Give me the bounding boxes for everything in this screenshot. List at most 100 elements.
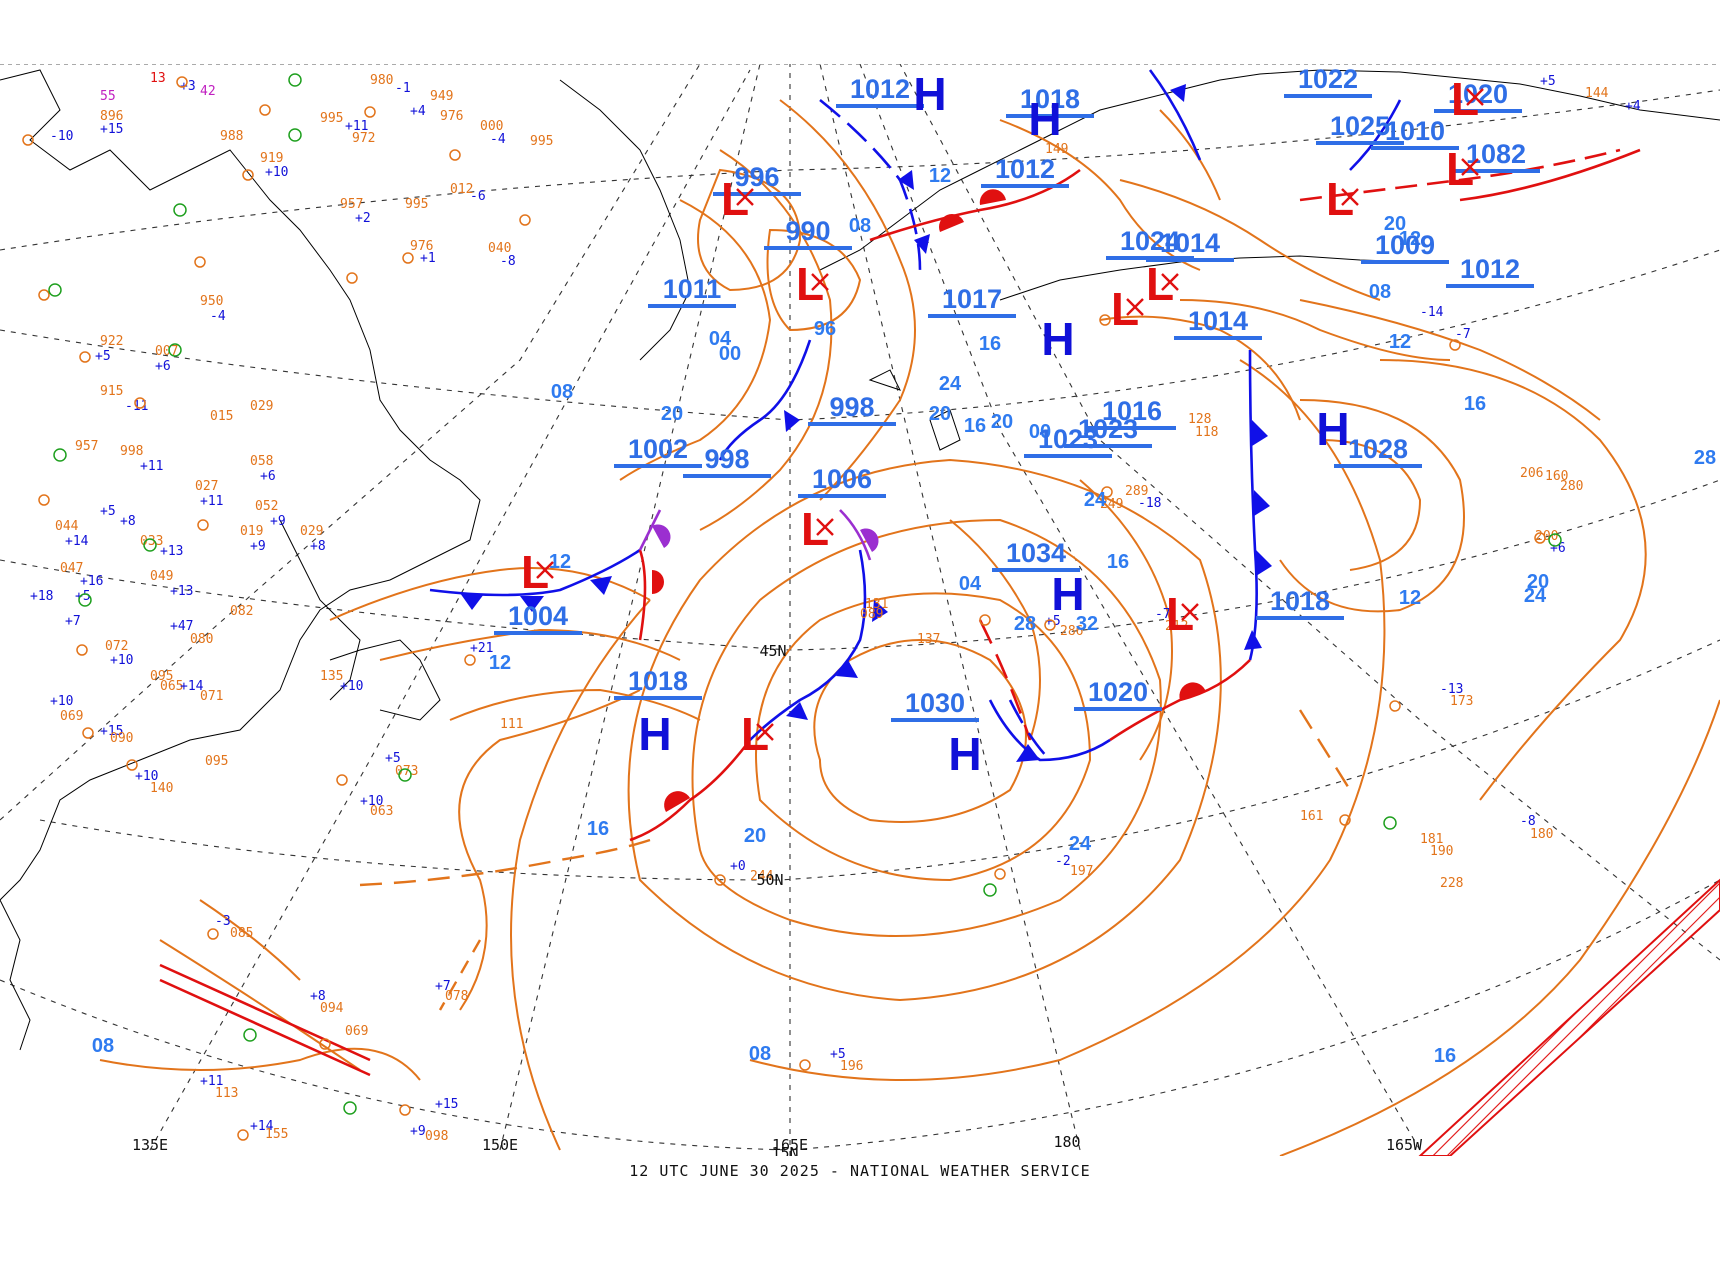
station-plot-value: 073 xyxy=(395,764,418,779)
low-pressure-center: L xyxy=(1111,283,1144,335)
pressure-center-label: 998 xyxy=(808,392,896,426)
high-pressure-center: H xyxy=(1051,568,1084,620)
isobar-label: 16 xyxy=(1107,551,1129,573)
japan-islands xyxy=(329,639,441,721)
svg-text:998: 998 xyxy=(704,444,749,474)
station-circle xyxy=(194,256,206,268)
station-plot-value: +14 xyxy=(180,679,204,694)
korea-coast xyxy=(279,519,361,701)
station-circle xyxy=(519,214,531,226)
station-circle xyxy=(1339,814,1351,826)
station-circle xyxy=(398,768,412,782)
station-plot-value: 922 xyxy=(100,334,123,349)
station-plot-value: 095 xyxy=(150,669,173,684)
isobar-ne-1 xyxy=(1119,179,1381,301)
station-plot-value: 049 xyxy=(150,569,173,584)
station-plot-value: 065 xyxy=(160,679,183,694)
station-circle xyxy=(1044,619,1056,631)
grid-label: 165W xyxy=(1386,1136,1423,1154)
svg-text:1016: 1016 xyxy=(1102,396,1162,426)
pressure-center-label: 1023 xyxy=(1064,414,1152,448)
station-circle xyxy=(983,883,997,897)
pressure-center-label: 1014 xyxy=(1146,228,1234,262)
station-plot-value: +14 xyxy=(250,1119,274,1134)
station-circle xyxy=(82,727,94,739)
high-pressure-center: H xyxy=(1316,403,1349,455)
warm-front-central xyxy=(629,739,752,842)
station-plot-value: 988 xyxy=(220,129,243,144)
pressure-center-label: 1011 xyxy=(648,274,736,308)
station-circle xyxy=(168,343,182,357)
isobar-label: 20 xyxy=(929,403,951,425)
station-plot-value: +5 xyxy=(100,504,116,519)
station-circle xyxy=(207,928,219,940)
station-plot-value: +15 xyxy=(100,724,123,739)
svg-text:1028: 1028 xyxy=(1348,434,1408,464)
station-plot-value: 040 xyxy=(488,241,511,256)
pressure-center-label: 1018 xyxy=(614,666,702,700)
isobar-north-1 xyxy=(779,99,916,501)
isobar-label: 96 xyxy=(814,318,836,340)
low-pressure-center: L xyxy=(1146,258,1179,310)
station-circle xyxy=(1389,700,1401,712)
station-plot-value: +0 xyxy=(730,859,746,874)
station-plot-value: 196 xyxy=(840,1059,863,1074)
station-plot-value: +10 xyxy=(340,679,363,694)
station-plot-value: -10 xyxy=(50,129,73,144)
station-circle xyxy=(1101,486,1113,498)
station-plot-value: 080 xyxy=(190,632,213,647)
station-plot-value: +4 xyxy=(1625,99,1641,114)
station-circle xyxy=(319,1038,331,1050)
isobar-label: 08 xyxy=(849,215,871,237)
station-plot-value: 052 xyxy=(255,499,278,514)
pressure-center-label: 1014 xyxy=(1174,306,1262,340)
grid-label: 180 xyxy=(1053,1133,1080,1151)
station-circle xyxy=(994,868,1006,880)
station-plot-value: 950 xyxy=(200,294,223,309)
station-plot-value: 029 xyxy=(300,524,323,539)
isobar-label: 28 xyxy=(1014,613,1036,635)
isobars xyxy=(99,99,1720,1156)
svg-text:1006: 1006 xyxy=(812,464,872,494)
grid-label: 135E xyxy=(132,1136,168,1154)
station-circle xyxy=(399,1104,411,1116)
isobar-sw-2 xyxy=(199,899,301,981)
longitude-line-150w xyxy=(899,64,1720,961)
pressure-center-label: 1016 xyxy=(1088,396,1176,430)
station-circle xyxy=(48,283,62,297)
station-plot-value: 228 xyxy=(1440,876,1463,891)
station-plot-value: 069 xyxy=(345,1024,368,1039)
station-plot-value: +13 xyxy=(170,584,193,599)
station-plot-value: -1 xyxy=(395,81,411,96)
stationary-front-dash xyxy=(978,619,1032,741)
station-plot-value: -18 xyxy=(1138,496,1161,511)
station-plot-value: 13 xyxy=(150,71,166,86)
pressure-center-label: 1022 xyxy=(1284,64,1372,98)
svg-text:L: L xyxy=(521,546,549,598)
station-plot-value: -6 xyxy=(470,189,486,204)
station-plot-value: 135 xyxy=(320,669,343,684)
station-plot-value: 976 xyxy=(410,239,433,254)
svg-text:1018: 1018 xyxy=(628,666,688,696)
isobar-1012-b xyxy=(1279,699,1720,1156)
station-plot-value: 089 xyxy=(860,607,883,622)
trough-dash-3 xyxy=(438,939,482,1011)
station-circle xyxy=(336,774,348,786)
station-plot-value: +11 xyxy=(200,494,223,509)
svg-text:L: L xyxy=(741,708,769,760)
isobar-label: 08 xyxy=(92,1035,114,1057)
longitude-line-135e xyxy=(149,69,751,1151)
isobar-label: 28 xyxy=(1694,447,1716,469)
high-pressure-center: H xyxy=(638,708,671,760)
station-plot-value: +15 xyxy=(435,1097,458,1112)
isobar-label: 20 xyxy=(744,825,766,847)
station-circle xyxy=(197,519,209,531)
cold-front-dateline xyxy=(1248,349,1258,661)
station-plot-value: 212 xyxy=(1165,619,1188,634)
station-circle xyxy=(799,1059,811,1071)
svg-text:1011: 1011 xyxy=(663,274,722,304)
cold-front-barb xyxy=(520,596,544,612)
svg-text:1012: 1012 xyxy=(1460,254,1520,284)
grid-label: 150E xyxy=(482,1136,518,1154)
